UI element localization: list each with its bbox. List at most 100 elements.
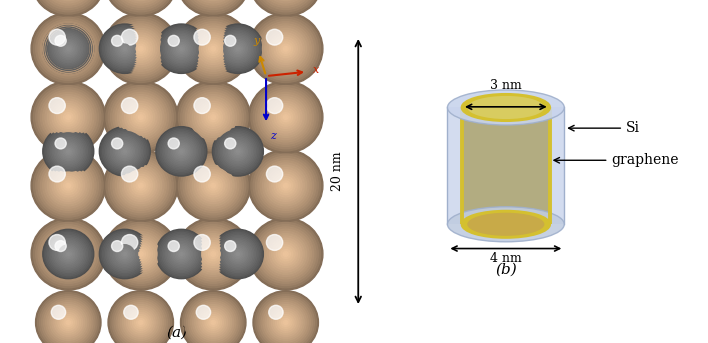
Circle shape (46, 27, 91, 70)
Circle shape (173, 41, 189, 56)
Circle shape (227, 243, 249, 265)
Circle shape (227, 141, 249, 162)
Circle shape (118, 43, 131, 55)
Circle shape (159, 130, 204, 173)
Circle shape (44, 299, 93, 343)
Circle shape (258, 158, 314, 213)
Circle shape (193, 165, 234, 206)
Circle shape (115, 142, 135, 161)
Circle shape (66, 252, 71, 256)
Circle shape (36, 223, 101, 285)
Circle shape (42, 229, 93, 279)
Circle shape (125, 33, 157, 64)
Circle shape (127, 35, 154, 62)
Text: x: x (313, 64, 319, 74)
Circle shape (190, 232, 236, 276)
Circle shape (50, 31, 87, 67)
Circle shape (110, 88, 171, 146)
Circle shape (190, 26, 236, 71)
Circle shape (194, 98, 210, 114)
Circle shape (136, 181, 145, 190)
Circle shape (36, 86, 101, 149)
Circle shape (110, 240, 139, 268)
Circle shape (280, 317, 292, 328)
Circle shape (176, 81, 251, 153)
Circle shape (64, 318, 72, 327)
Circle shape (38, 156, 98, 215)
Circle shape (195, 236, 232, 272)
Circle shape (233, 147, 243, 156)
Circle shape (52, 136, 84, 167)
Circle shape (178, 0, 248, 14)
Circle shape (42, 92, 94, 142)
Circle shape (207, 317, 219, 328)
Circle shape (273, 310, 298, 334)
Circle shape (232, 248, 244, 260)
Circle shape (59, 245, 78, 263)
Circle shape (120, 249, 130, 259)
Circle shape (112, 35, 122, 46)
Circle shape (59, 177, 78, 194)
Circle shape (127, 309, 155, 336)
Circle shape (67, 150, 70, 153)
Circle shape (42, 229, 94, 279)
Circle shape (199, 309, 227, 336)
Circle shape (139, 115, 143, 119)
Circle shape (47, 28, 89, 69)
Circle shape (236, 252, 239, 256)
Circle shape (261, 299, 310, 343)
Circle shape (284, 320, 287, 324)
Circle shape (175, 145, 188, 157)
Circle shape (51, 32, 86, 66)
Circle shape (188, 24, 239, 73)
Circle shape (236, 150, 239, 153)
Circle shape (258, 22, 314, 76)
Circle shape (118, 248, 131, 260)
Circle shape (228, 245, 247, 263)
Circle shape (134, 247, 148, 261)
Circle shape (59, 108, 78, 126)
Circle shape (251, 83, 321, 151)
Circle shape (204, 177, 222, 194)
Circle shape (130, 312, 151, 332)
Circle shape (200, 35, 227, 62)
Circle shape (120, 147, 130, 156)
Circle shape (183, 293, 244, 343)
Circle shape (132, 108, 150, 126)
Circle shape (45, 26, 91, 71)
Circle shape (56, 310, 81, 334)
Circle shape (170, 243, 193, 265)
Circle shape (52, 170, 84, 201)
Circle shape (265, 28, 307, 69)
Text: (b): (b) (495, 263, 517, 277)
Circle shape (115, 245, 135, 263)
Circle shape (227, 38, 249, 60)
Circle shape (214, 26, 262, 72)
Circle shape (62, 248, 74, 260)
Circle shape (33, 15, 103, 82)
Circle shape (103, 13, 178, 85)
Circle shape (60, 246, 76, 262)
Circle shape (55, 104, 82, 131)
Circle shape (55, 139, 81, 164)
Circle shape (230, 246, 246, 262)
Circle shape (35, 291, 101, 343)
Circle shape (193, 0, 234, 1)
Circle shape (99, 127, 150, 176)
Circle shape (251, 15, 321, 82)
Circle shape (283, 183, 288, 188)
Circle shape (99, 229, 150, 279)
Circle shape (275, 312, 296, 332)
Circle shape (118, 26, 164, 71)
Circle shape (234, 148, 241, 154)
Circle shape (125, 102, 157, 133)
Circle shape (40, 295, 97, 343)
Circle shape (193, 234, 234, 274)
Circle shape (178, 83, 248, 151)
Circle shape (190, 0, 236, 3)
Ellipse shape (467, 213, 544, 236)
Circle shape (211, 46, 215, 51)
Circle shape (156, 24, 207, 73)
Circle shape (110, 20, 171, 78)
Circle shape (110, 156, 171, 215)
